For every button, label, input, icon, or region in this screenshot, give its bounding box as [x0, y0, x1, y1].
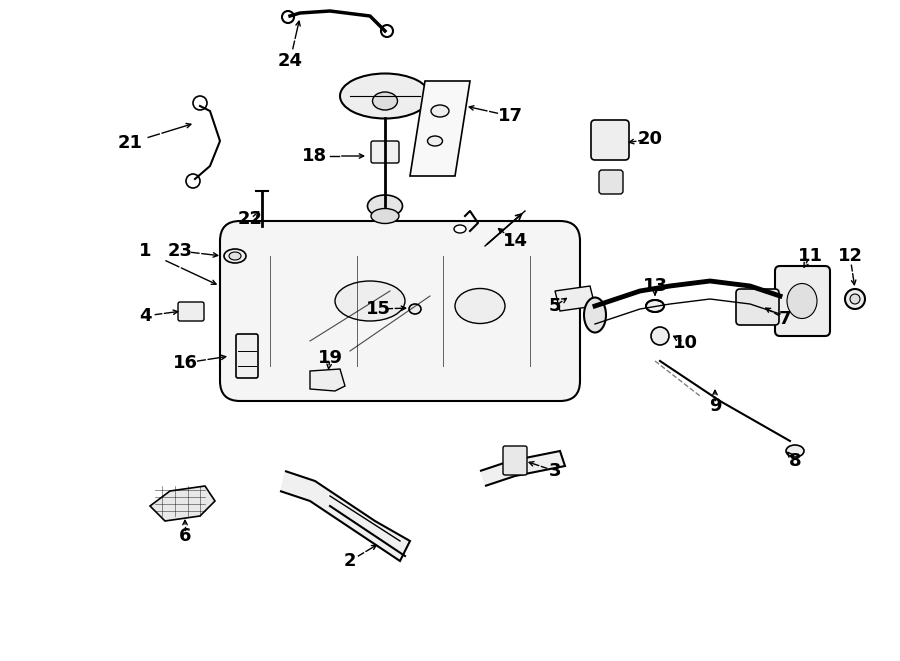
Ellipse shape	[371, 208, 399, 223]
Ellipse shape	[229, 252, 241, 260]
FancyBboxPatch shape	[736, 289, 779, 325]
FancyBboxPatch shape	[599, 170, 623, 194]
Ellipse shape	[367, 195, 402, 217]
Text: 20: 20	[637, 130, 662, 148]
Ellipse shape	[335, 281, 405, 321]
Polygon shape	[310, 369, 345, 391]
Ellipse shape	[224, 249, 246, 263]
Circle shape	[845, 289, 865, 309]
FancyBboxPatch shape	[220, 221, 580, 401]
Text: 19: 19	[318, 349, 343, 367]
Text: 9: 9	[709, 397, 721, 415]
Text: 10: 10	[672, 334, 698, 352]
Polygon shape	[555, 286, 595, 311]
Polygon shape	[410, 81, 470, 176]
Text: 24: 24	[277, 52, 302, 70]
Ellipse shape	[340, 73, 430, 118]
Ellipse shape	[455, 288, 505, 323]
Ellipse shape	[787, 284, 817, 319]
Circle shape	[850, 294, 860, 304]
Polygon shape	[480, 451, 565, 486]
Ellipse shape	[428, 136, 443, 146]
Text: 7: 7	[778, 310, 791, 328]
Text: 17: 17	[498, 107, 523, 125]
Ellipse shape	[584, 297, 606, 332]
Text: 5: 5	[549, 297, 562, 315]
FancyBboxPatch shape	[178, 302, 204, 321]
Text: 8: 8	[788, 452, 801, 470]
FancyBboxPatch shape	[236, 334, 258, 378]
Ellipse shape	[646, 300, 664, 312]
Text: 2: 2	[344, 552, 356, 570]
Text: 4: 4	[139, 307, 151, 325]
Ellipse shape	[373, 92, 398, 110]
Polygon shape	[280, 471, 410, 561]
Text: 6: 6	[179, 527, 191, 545]
FancyBboxPatch shape	[591, 120, 629, 160]
Text: 22: 22	[238, 210, 263, 228]
FancyBboxPatch shape	[503, 446, 527, 475]
Text: 14: 14	[502, 232, 527, 250]
FancyBboxPatch shape	[371, 141, 399, 163]
FancyBboxPatch shape	[775, 266, 830, 336]
Polygon shape	[150, 486, 215, 521]
Text: 12: 12	[838, 247, 862, 265]
Text: 3: 3	[549, 462, 562, 480]
Ellipse shape	[786, 445, 804, 457]
Ellipse shape	[409, 304, 421, 314]
Text: 1: 1	[139, 242, 151, 260]
Text: 15: 15	[365, 300, 391, 318]
Ellipse shape	[431, 105, 449, 117]
Text: 23: 23	[167, 242, 193, 260]
Text: 18: 18	[302, 147, 328, 165]
Text: 16: 16	[173, 354, 197, 372]
Circle shape	[651, 327, 669, 345]
Ellipse shape	[454, 225, 466, 233]
Text: 21: 21	[118, 134, 142, 152]
Text: 11: 11	[797, 247, 823, 265]
Text: 13: 13	[643, 277, 668, 295]
